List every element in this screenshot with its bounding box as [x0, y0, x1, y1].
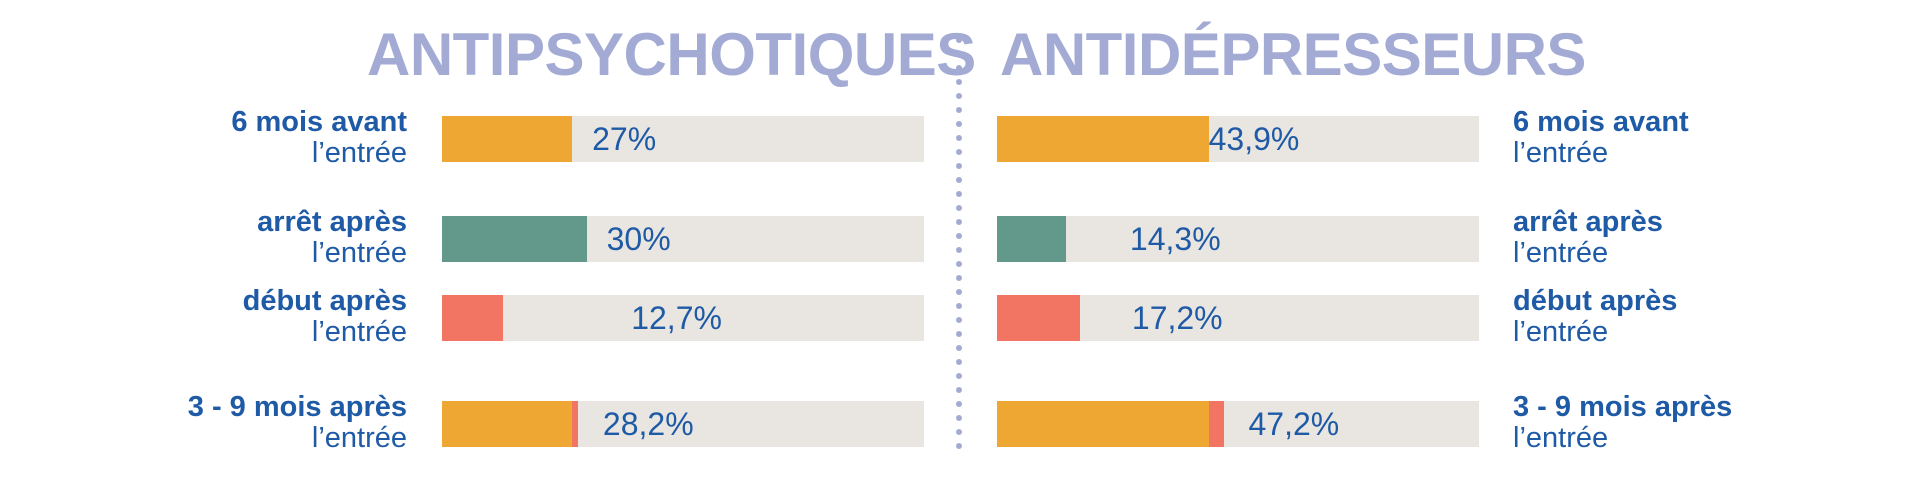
row-label-line1: arrêt après [257, 206, 407, 238]
bar-segment [997, 295, 1080, 341]
divider-dot [956, 331, 962, 337]
bar-value-label: 28,2% [602, 406, 694, 442]
bar-value-label: 43,9% [1208, 121, 1300, 157]
bar-track: 27% [442, 116, 924, 162]
bar-segment [442, 116, 573, 162]
bar-track: 43,9% [997, 116, 1479, 162]
row-label-line2: l’entrée [311, 237, 407, 269]
divider-dot [956, 303, 962, 309]
divider-dot [956, 261, 962, 267]
divider-dot [956, 65, 962, 71]
divider-dot [956, 247, 962, 253]
antipsychotiques-title: ANTIPSYCHOTIQUES [367, 21, 976, 88]
row-label-line1: arrêt après [1513, 206, 1663, 238]
row-label-line2: l’entrée [1513, 316, 1609, 348]
row-label: 6 mois avant l’entrée [1513, 107, 1813, 169]
bar-segment [1208, 401, 1225, 447]
bar-track: 12,7% [442, 295, 924, 341]
divider-dot [956, 373, 962, 379]
bar-segment [442, 295, 504, 341]
divider-dot [956, 387, 962, 393]
divider-dot [956, 401, 962, 407]
antidepresseurs-title: ANTIDÉPRESSEURS [1000, 21, 1586, 88]
divider-dot [956, 135, 962, 141]
divider-dot [956, 37, 962, 43]
row-label-line1: 6 mois avant [231, 106, 407, 138]
bar-value-label: 17,2% [1131, 300, 1223, 336]
divider-dot [956, 345, 962, 351]
divider-dot [956, 121, 962, 127]
divider-dot [956, 163, 962, 169]
bar-track: 17,2% [997, 295, 1479, 341]
bar-value-label: 12,7% [631, 300, 722, 336]
divider-dot [956, 205, 962, 211]
divider-dot [956, 415, 962, 421]
row-label-line2: l’entrée [311, 137, 407, 169]
divider-dot [956, 51, 962, 57]
row-label: début après l’entrée [1513, 286, 1813, 348]
divider-dot [956, 233, 962, 239]
divider-dot [956, 191, 962, 197]
bar-value-label: 30% [606, 221, 671, 257]
divider-dot [956, 107, 962, 113]
row-label: 3 - 9 mois après l’entrée [1513, 392, 1813, 454]
divider-dot [956, 79, 962, 85]
bar-segment [997, 116, 1209, 162]
bar-segment [442, 216, 587, 262]
divider-dot [956, 219, 962, 225]
divider-dot [956, 275, 962, 281]
row-label: arrêt après l’entrée [1513, 207, 1813, 269]
divider-dot [956, 289, 962, 295]
row-label: 3 - 9 mois après l’entrée [107, 392, 407, 454]
divider-dot [956, 317, 962, 323]
bar-value-label: 27% [592, 121, 657, 157]
bar-segment [442, 401, 573, 447]
bar-value-label: 47,2% [1248, 406, 1340, 442]
bar-track: 47,2% [997, 401, 1479, 447]
divider-dot [956, 149, 962, 155]
bar-segment [997, 401, 1209, 447]
row-label: arrêt après l’entrée [107, 207, 407, 269]
row-label: début après l’entrée [107, 286, 407, 348]
bar-track: 28,2% [442, 401, 924, 447]
bar-value-label: 14,3% [1129, 221, 1221, 257]
divider-dot [956, 359, 962, 365]
row-label-line2: l’entrée [311, 316, 407, 348]
row-label-line2: l’entrée [1513, 422, 1609, 454]
row-label-line1: 6 mois avant [1513, 106, 1689, 138]
row-label-line2: l’entrée [311, 422, 407, 454]
row-label-line1: début après [1513, 285, 1678, 317]
divider-dot [956, 443, 962, 449]
row-label-line2: l’entrée [1513, 237, 1609, 269]
row-label-line1: 3 - 9 mois après [1513, 391, 1733, 423]
row-label: 6 mois avant l’entrée [107, 107, 407, 169]
row-label-line2: l’entrée [1513, 137, 1609, 169]
row-label-line1: 3 - 9 mois après [187, 391, 407, 423]
bar-segment [572, 401, 578, 447]
divider-dot [956, 429, 962, 435]
bar-track: 30% [442, 216, 924, 262]
bar-segment [997, 216, 1066, 262]
divider-dot [956, 177, 962, 183]
panel-divider [956, 37, 962, 449]
row-label-line1: début après [242, 285, 407, 317]
divider-dot [956, 93, 962, 99]
bar-track: 14,3% [997, 216, 1479, 262]
